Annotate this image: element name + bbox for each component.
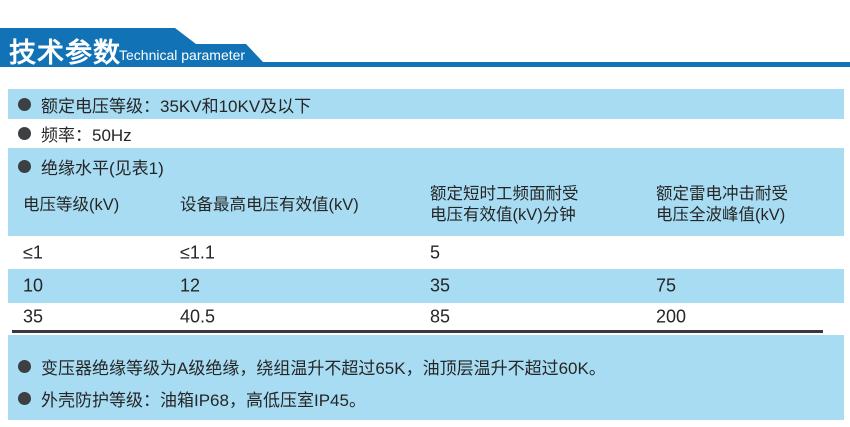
rated-voltage-text: 额定电压等级：35KV和10KV及以下 <box>41 96 312 116</box>
table-cell: 75 <box>656 275 677 296</box>
column-header-power-frequency-withstand: 额定短时工频面耐受 电压有效值(kV)分钟 <box>430 184 579 226</box>
protection-class-row: 外壳防护等级：油箱IP68，高低压室IP45。 <box>8 385 844 411</box>
frequency-row: 频率：50Hz <box>8 119 844 148</box>
header-line: 电压有效值(kV)分钟 <box>430 206 576 224</box>
notes-band: 变压器绝缘等级为A级绝缘，绕组温升不超过65K，油顶层温升不超过60K。 外壳防… <box>8 335 844 420</box>
table-cell: ≤1.1 <box>180 242 215 262</box>
protection-class-text: 外壳防护等级：油箱IP68，高低压室IP45。 <box>41 390 366 410</box>
header-line: 设备最高电压有效值(kV) <box>180 196 359 214</box>
table-cell: 5 <box>430 242 441 262</box>
column-header-voltage-class: 电压等级(kV) <box>23 195 119 216</box>
bullet-icon <box>18 97 31 111</box>
header-line: 额定短时工频面耐受 <box>430 185 579 203</box>
bullet-icon <box>18 159 31 173</box>
header-line: 电压等级(kV) <box>23 196 120 214</box>
table-cell: 40.5 <box>180 306 216 327</box>
table-cell: ≤1 <box>23 242 43 262</box>
insulation-header-band: 绝缘水平(见表1) 电压等级(kV) 设备最高电压有效值(kV) 额定短时工频面… <box>8 148 844 236</box>
frequency-text: 频率：50Hz <box>41 126 132 145</box>
column-header-lightning-impulse-withstand: 额定雷电冲击耐受 电压全波峰值(kV) <box>656 184 788 226</box>
bullet-icon <box>18 391 31 405</box>
header-line: 电压全波峰值(kV) <box>656 206 786 224</box>
table-cell: 35 <box>430 275 451 296</box>
insulation-level-text: 绝缘水平(见表1) <box>41 158 164 178</box>
header-line: 额定雷电冲击耐受 <box>656 185 788 203</box>
insulation-class-row: 变压器绝缘等级为A级绝缘，绕组温升不超过65K，油顶层温升不超过60K。 <box>8 353 844 379</box>
rated-voltage-band: 额定电压等级：35KV和10KV及以下 <box>8 89 844 119</box>
column-header-max-voltage: 设备最高电压有效值(kV) <box>180 195 359 216</box>
section-title-zh: 技术参数 <box>9 38 121 68</box>
table-cell: 12 <box>180 275 201 296</box>
table-bottom-divider <box>12 330 823 333</box>
banner-ribbon <box>0 28 850 67</box>
table-row: ≤1 ≤1.1 5 <box>8 236 844 269</box>
table-cell: 200 <box>656 306 687 327</box>
table-row: 35 40.5 85 200 <box>8 303 844 331</box>
bullet-icon <box>18 359 31 373</box>
section-title-en: Technical parameter <box>119 47 246 63</box>
table-cell: 10 <box>23 275 44 296</box>
insulation-level-row: 绝缘水平(见表1) <box>8 153 844 179</box>
table-row: 10 12 35 75 <box>8 269 844 303</box>
table-cell: 35 <box>23 306 44 327</box>
table-cell: 85 <box>430 306 451 327</box>
insulation-class-text: 变压器绝缘等级为A级绝缘，绕组温升不超过65K，油顶层温升不超过60K。 <box>41 358 606 378</box>
bullet-icon <box>18 127 31 140</box>
